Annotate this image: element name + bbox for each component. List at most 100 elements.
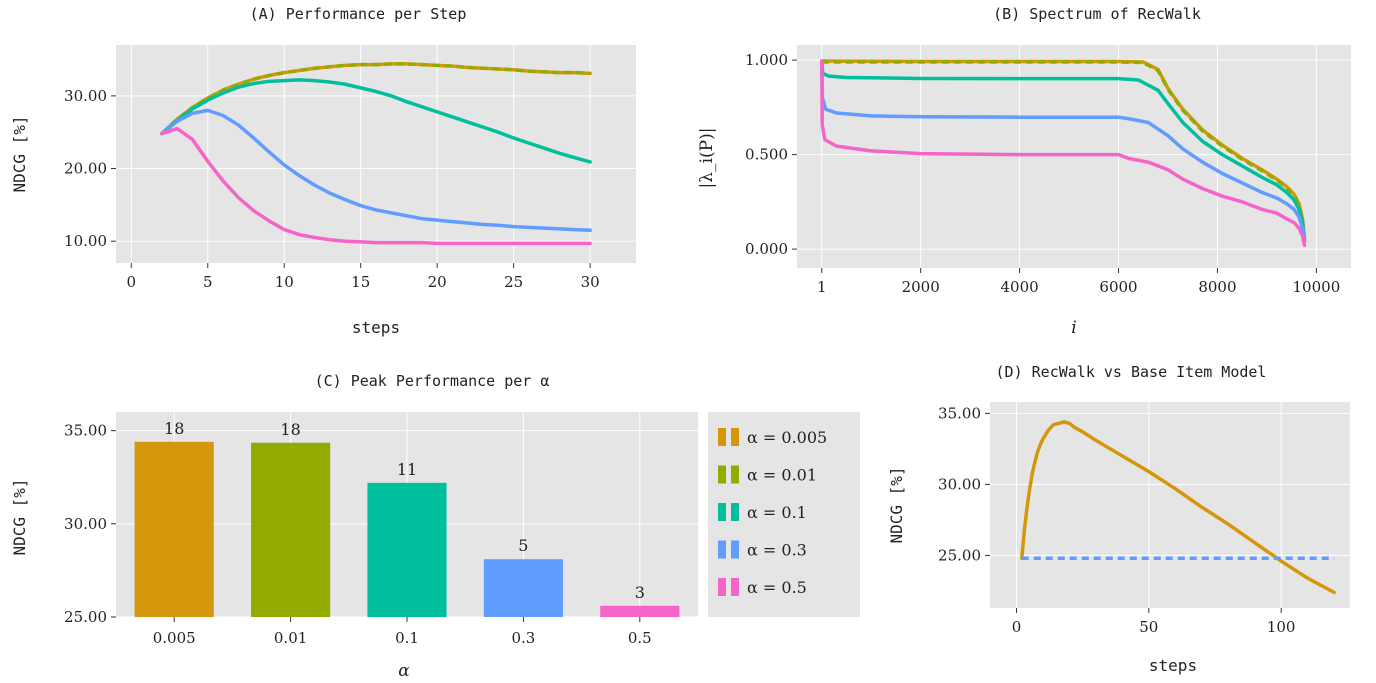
- c-legend-label-4: α = 0.5: [747, 578, 807, 597]
- d-y-tick-label-0: 25.00: [938, 546, 981, 564]
- c-y-tick-label-1: 30.00: [64, 515, 107, 533]
- c-bar-1: [251, 442, 331, 617]
- panel-a-lines: [160, 62, 592, 246]
- a-x-tick-label-6: 30: [581, 273, 600, 291]
- panel-a-title: (A) Performance per Step: [250, 5, 467, 23]
- c-x-tick-label-3: 0.3: [511, 629, 535, 647]
- b-x-tick-label-2: 4000: [1000, 278, 1038, 296]
- c-legend-label-1: α = 0.01: [747, 466, 817, 485]
- d-y-tick-label-1: 30.00: [938, 475, 981, 493]
- b-y-tick-label-0: 0.000: [745, 240, 788, 258]
- panel-c-bars: 18 18 11 5 3: [134, 419, 680, 617]
- panel-b-lines: [820, 59, 1307, 248]
- b-series-a01: [820, 60, 1307, 242]
- a-x-tick-label-2: 10: [275, 273, 294, 291]
- b-series-a001: [821, 60, 1307, 240]
- a-y-tick-label-0: 10.00: [64, 232, 107, 250]
- panel-d-y-label: NDCG [%]: [887, 466, 906, 543]
- b-x-tick-label-0: 1: [817, 278, 827, 296]
- c-bar-3: [483, 559, 563, 617]
- panel-c-x-label: α: [398, 661, 410, 681]
- panel-b: (B) Spectrum of RecWalk 1 2000 4000 6000 800…: [697, 5, 1351, 338]
- panel-d-x-ticks: 0 50 100: [1012, 608, 1296, 636]
- b-x-tick-label-5: 10000: [1293, 278, 1341, 296]
- panel-b-y-label: |λ_i(P)|: [697, 128, 717, 189]
- c-y-tick-label-2: 35.00: [64, 422, 107, 440]
- c-legend-swatch-b-4: [731, 578, 739, 596]
- a-x-tick-label-4: 20: [428, 273, 447, 291]
- a-series-a05: [160, 126, 592, 246]
- c-bar-label-1: 18: [280, 420, 300, 439]
- b-x-tick-label-4: 8000: [1198, 278, 1236, 296]
- c-bar-0: [134, 441, 214, 617]
- a-series-a03: [160, 108, 592, 233]
- a-y-tick-label-2: 30.00: [64, 87, 107, 105]
- c-legend-swatch-b-0: [731, 428, 739, 446]
- c-legend-label-2: α = 0.1: [747, 503, 807, 522]
- c-x-tick-label-4: 0.5: [628, 629, 652, 647]
- c-legend-swatch-a-1: [718, 465, 726, 484]
- panel-c-y-label: NDCG [%]: [10, 478, 29, 555]
- c-y-tick-label-0: 25.00: [64, 608, 107, 626]
- c-bar-label-4: 3: [635, 583, 645, 602]
- c-legend-swatch-b-1: [731, 465, 739, 484]
- d-x-tick-label-2: 100: [1267, 618, 1296, 636]
- d-y-tick-label-2: 35.00: [938, 404, 981, 422]
- c-legend-swatch-a-3: [718, 540, 726, 559]
- c-legend-label-3: α = 0.3: [747, 541, 807, 560]
- panel-d-plot-area: [990, 402, 1350, 608]
- panel-d-grid: [990, 402, 1350, 608]
- a-x-tick-label-3: 15: [351, 273, 370, 291]
- a-x-tick-label-5: 25: [504, 273, 523, 291]
- panel-b-y-ticks: 0.000 0.500 1.000: [745, 51, 797, 258]
- a-x-tick-label-1: 5: [203, 273, 213, 291]
- panel-c-x-ticks: 0.005 0.01 0.1 0.3 0.5: [153, 617, 652, 647]
- c-bar-4: [600, 605, 680, 617]
- panel-a-y-ticks: 10.00 20.00 30.00: [64, 87, 116, 250]
- c-legend-swatch-a-0: [718, 428, 726, 446]
- panel-c-title: (C) Peak Performance per α: [315, 372, 550, 390]
- b-series-a05: [820, 60, 1307, 248]
- c-bar-label-2: 11: [397, 460, 417, 479]
- panel-a-y-label: NDCG [%]: [10, 115, 29, 192]
- panel-d-y-ticks: 25.00 30.00 35.00: [938, 404, 990, 564]
- b-y-tick-label-2: 1.000: [745, 51, 788, 69]
- panel-d-x-label: steps: [1149, 656, 1197, 675]
- panel-c: (C) Peak Performance per α 18 18 11 5 3 0.00…: [10, 372, 860, 681]
- b-x-tick-label-1: 2000: [902, 278, 940, 296]
- panel-a-x-ticks: 0 5 10 15 20 25 30: [127, 263, 600, 291]
- a-series-a001: [160, 62, 591, 135]
- c-legend-label-0: α = 0.005: [747, 428, 827, 447]
- panel-b-x-label: i: [1071, 318, 1076, 338]
- b-y-tick-label-1: 0.500: [745, 146, 788, 164]
- c-x-tick-label-0: 0.005: [153, 629, 196, 647]
- panel-b-title: (B) Spectrum of RecWalk: [993, 5, 1201, 23]
- d-series-a0005: [1020, 420, 1336, 595]
- c-legend-swatch-a-2: [718, 503, 726, 521]
- a-series-a01: [160, 78, 592, 164]
- c-legend-swatch-b-3: [731, 540, 739, 559]
- panel-b-x-ticks: 1 2000 4000 6000 8000 10000: [817, 268, 1340, 296]
- c-bar-label-0: 18: [164, 419, 184, 438]
- d-x-tick-label-1: 50: [1139, 618, 1158, 636]
- c-x-tick-label-1: 0.01: [274, 629, 307, 647]
- panel-a-x-label: steps: [352, 318, 400, 337]
- b-x-tick-label-3: 6000: [1099, 278, 1137, 296]
- c-legend-swatch-b-2: [731, 503, 739, 521]
- panel-a: (A) Performance per Step 0 5 10 15 20 25 30 10…: [10, 5, 636, 337]
- b-series-a03: [820, 60, 1307, 244]
- c-bar-2: [367, 482, 447, 617]
- a-x-tick-label-0: 0: [127, 273, 137, 291]
- a-y-tick-label-1: 20.00: [64, 160, 107, 178]
- panel-d: (D) RecWalk vs Base Item Model 0 50 100 25…: [887, 363, 1350, 675]
- c-bar-label-3: 5: [518, 536, 528, 555]
- panel-b-plot-area: [797, 45, 1351, 268]
- c-x-tick-label-2: 0.1: [395, 629, 419, 647]
- c-legend-swatch-a-4: [718, 578, 726, 596]
- d-x-tick-label-0: 0: [1012, 618, 1022, 636]
- panel-c-legend-entries: α = 0.005 α = 0.01 α = 0.1 α = 0.3 α = 0.5: [718, 428, 827, 597]
- panel-d-lines: [1020, 420, 1336, 595]
- panel-d-title: (D) RecWalk vs Base Item Model: [996, 363, 1267, 381]
- panel-c-y-ticks: 25.00 30.00 35.00: [64, 422, 116, 626]
